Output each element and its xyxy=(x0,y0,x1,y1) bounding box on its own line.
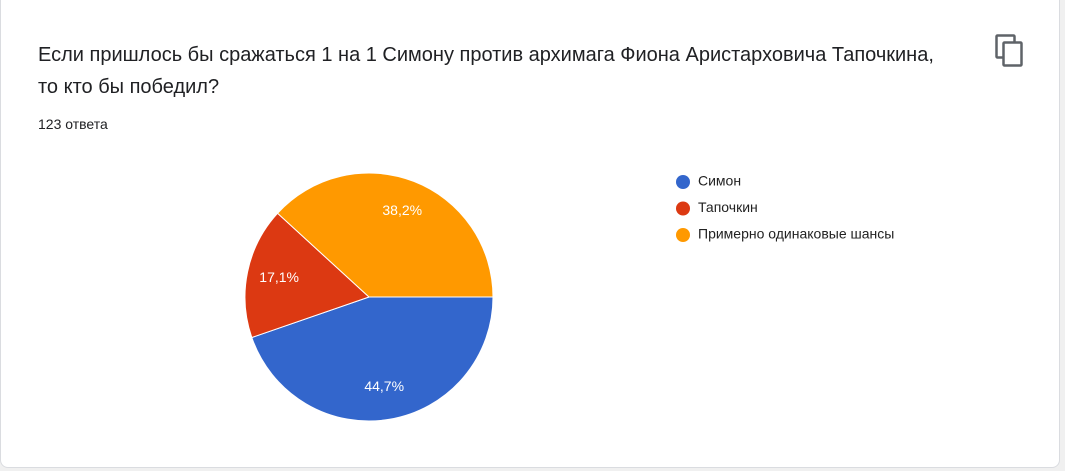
legend-label: Симон xyxy=(698,173,741,189)
legend-marker xyxy=(676,201,690,216)
legend-label: Тапочкин xyxy=(698,199,758,215)
pie-slice xyxy=(244,212,370,339)
legend-marker xyxy=(676,228,690,242)
legend-marker xyxy=(676,175,690,189)
slice-label: 38,2% xyxy=(382,202,422,218)
copy-button[interactable] xyxy=(995,34,1025,68)
legend-label: Примерно одинаковые шансы xyxy=(698,226,894,242)
response-count: 123 ответа xyxy=(38,116,108,132)
slice-label: 17,1% xyxy=(259,269,299,285)
chart-title: Если пришлось бы сражаться 1 на 1 Симону… xyxy=(38,44,934,98)
pie-slice xyxy=(276,172,494,298)
slice-label: 44,7% xyxy=(364,378,404,394)
pie-slice xyxy=(251,296,494,422)
